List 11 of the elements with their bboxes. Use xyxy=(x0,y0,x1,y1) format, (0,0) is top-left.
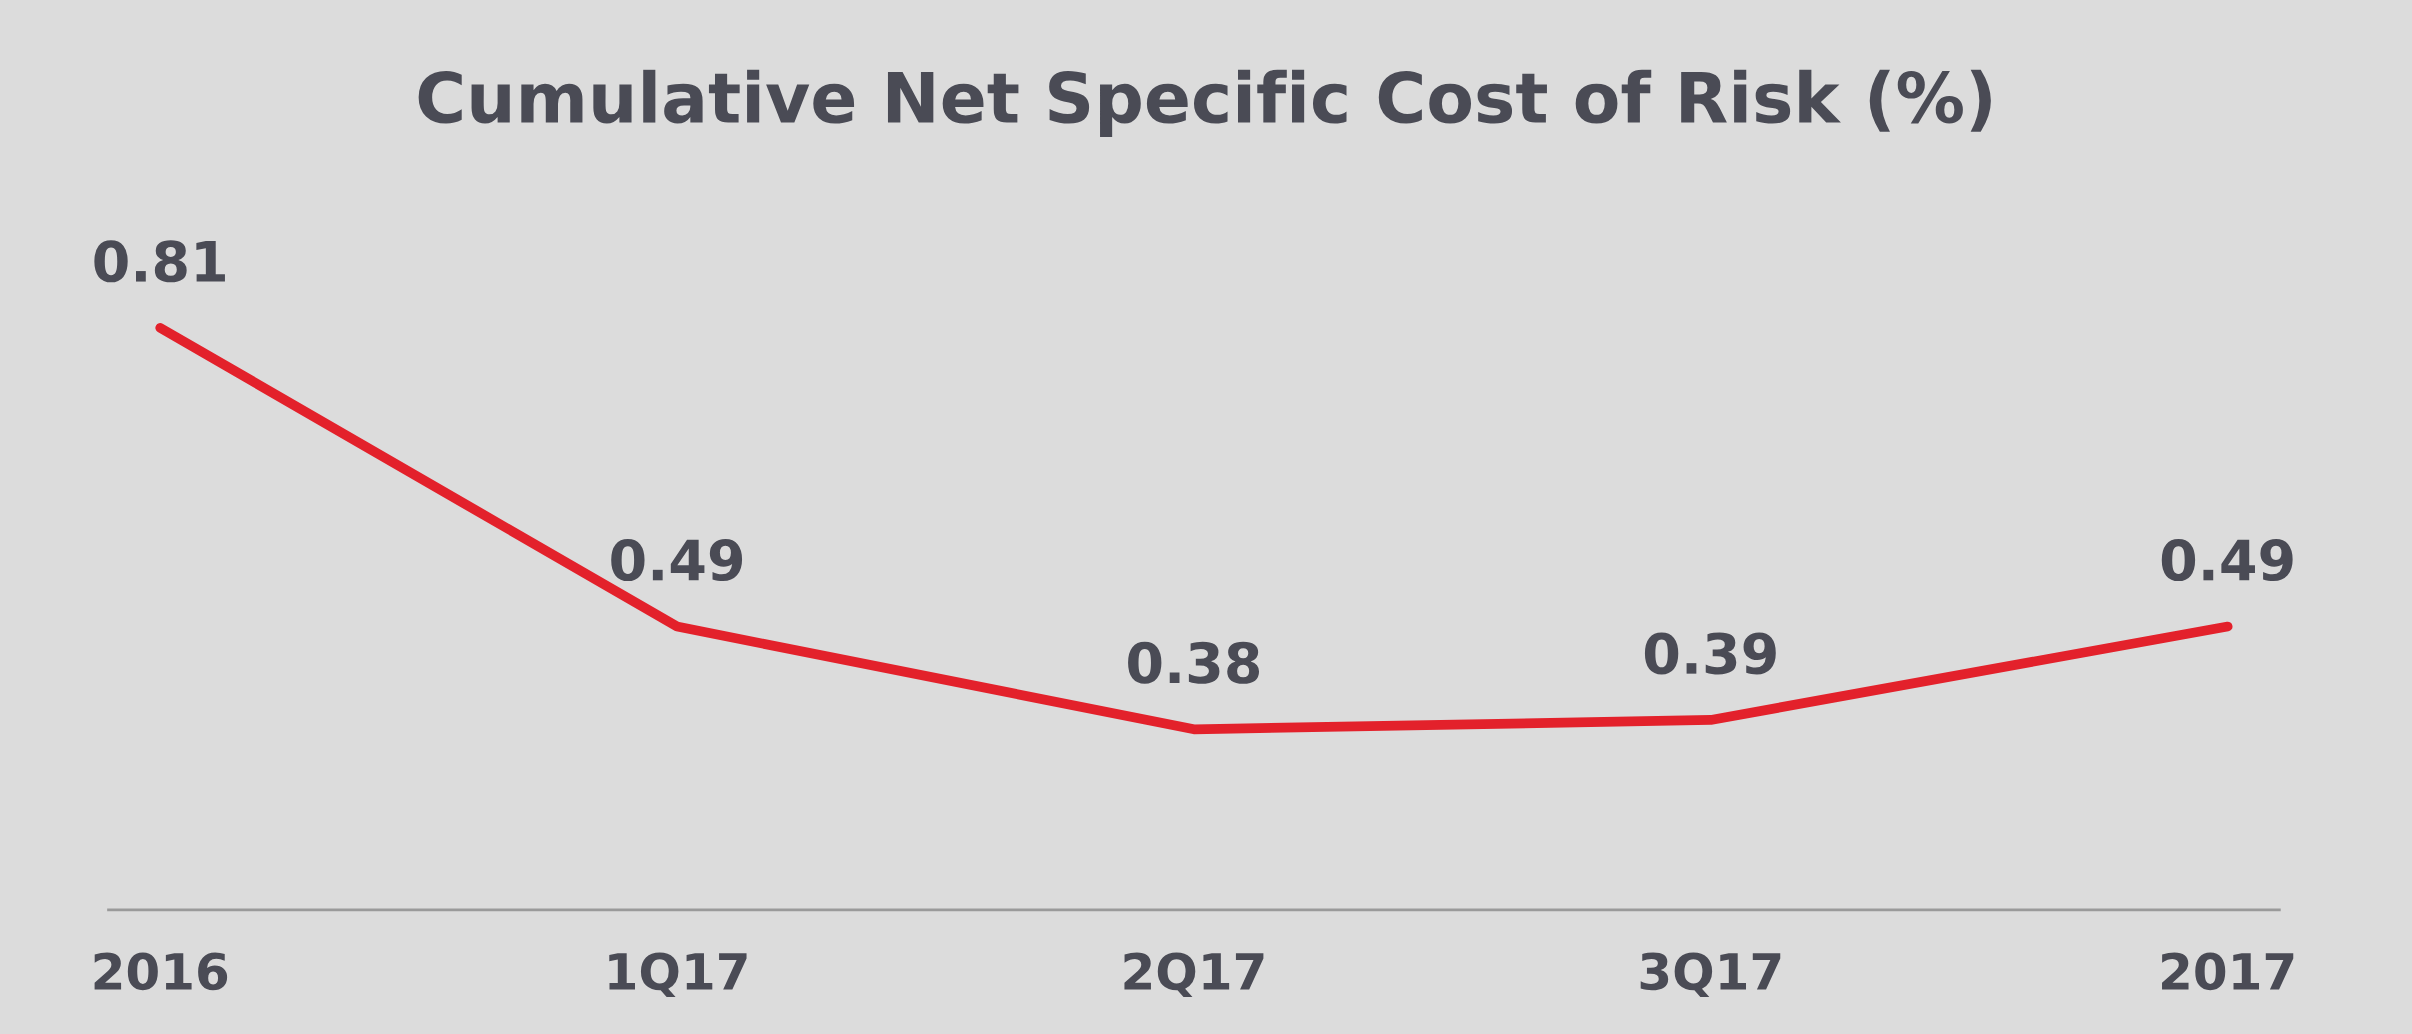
x-tick-label: 2Q17 xyxy=(1124,952,1264,997)
x-tick-label: 2017 xyxy=(2162,952,2294,991)
x-tick-label: 3Q17 xyxy=(1640,952,1781,997)
x-tick-label: 1Q17 xyxy=(609,952,747,997)
chart-title: Cumulative Net Specific Cost of Risk (%) xyxy=(418,69,1991,137)
x-tick-label: 2016 xyxy=(94,952,228,991)
data-label: 0.81 xyxy=(94,240,225,283)
data-label: 0.49 xyxy=(611,539,743,582)
data-label: 0.49 xyxy=(2161,539,2293,582)
data-label: 0.39 xyxy=(1644,632,1776,675)
data-label: 0.38 xyxy=(1128,641,1260,684)
